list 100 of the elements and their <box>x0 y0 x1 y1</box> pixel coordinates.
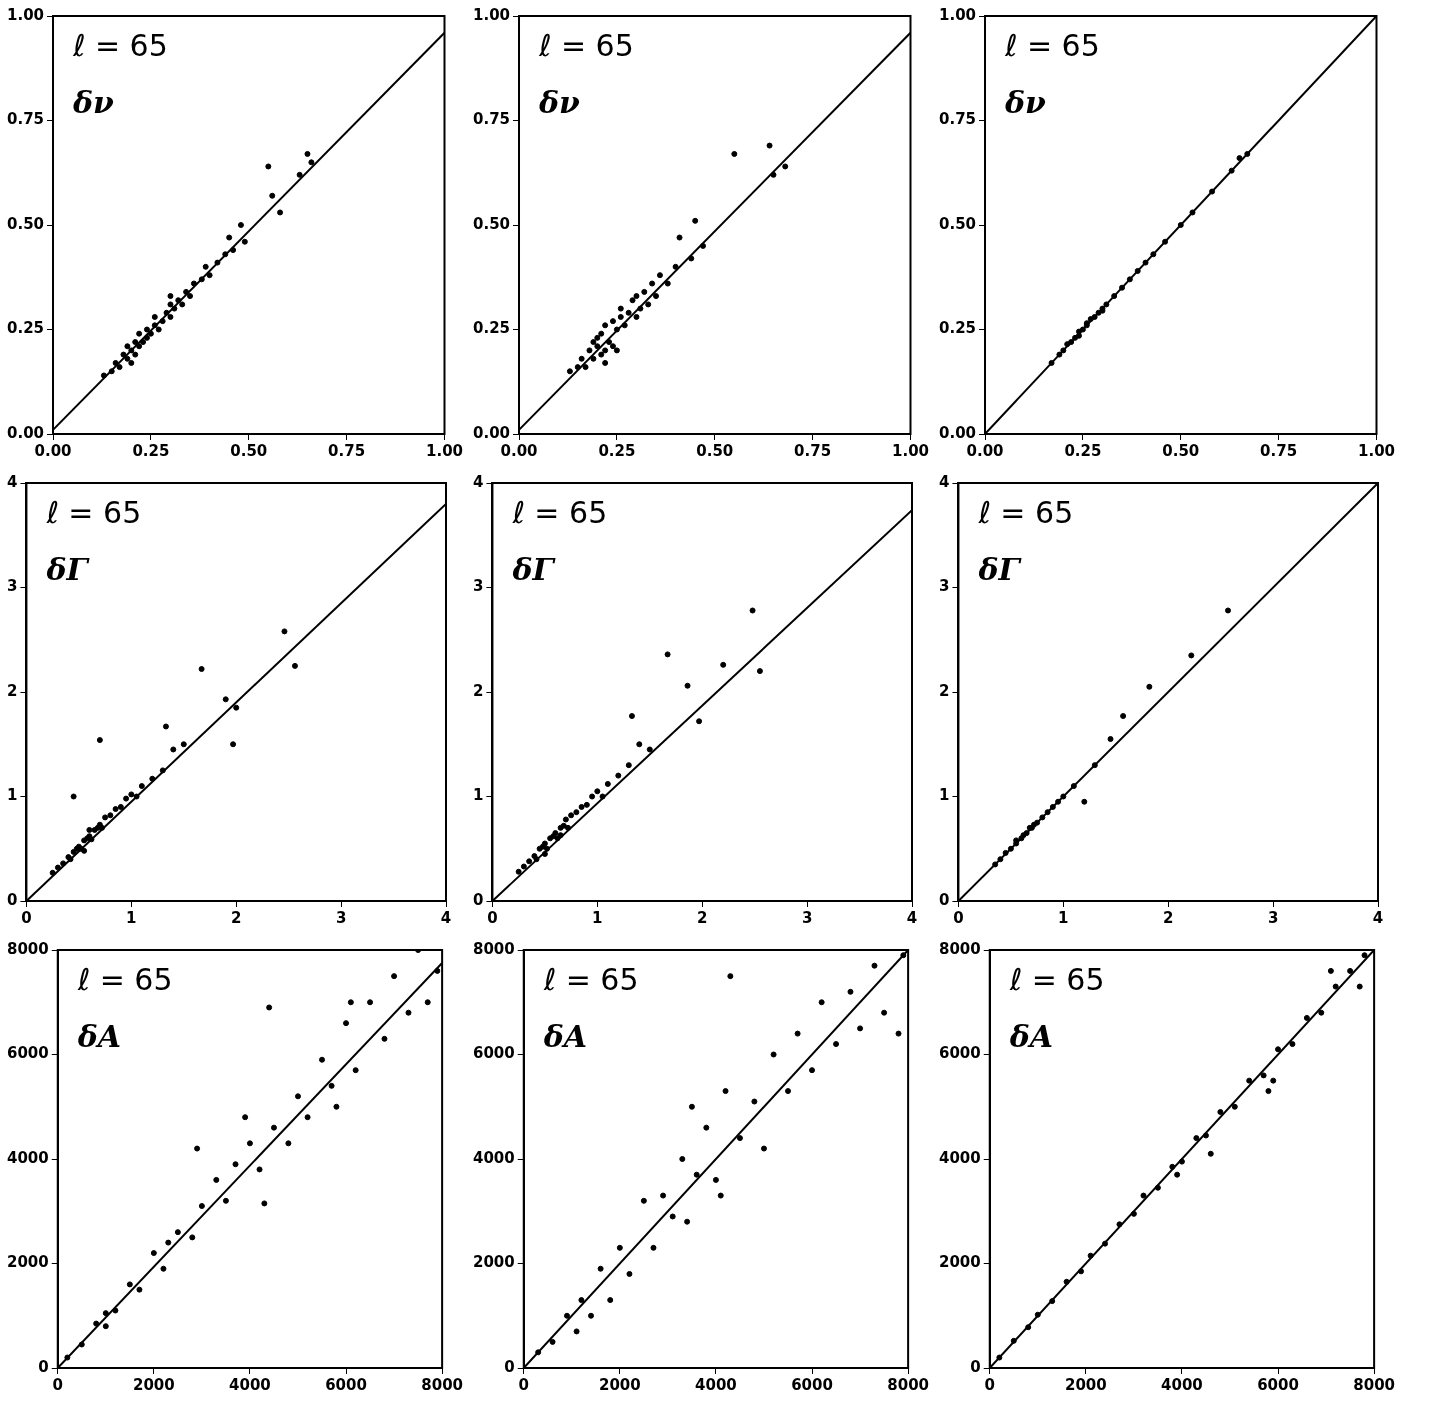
y-tick-label: 3 <box>7 577 18 596</box>
x-tick-label: 0.25 <box>598 441 636 460</box>
y-tick-label: 6000 <box>7 1044 49 1063</box>
annotation: δΓ <box>977 552 1023 587</box>
y-tick-label: 0.50 <box>938 214 977 233</box>
x-tick-label: 3 <box>801 908 813 927</box>
annotation: δA <box>542 1019 588 1054</box>
x-tick-label: 0.75 <box>794 441 832 460</box>
y-tick-label: 4000 <box>473 1148 515 1167</box>
y-tick-label: 1.00 <box>472 5 511 24</box>
y-tick-label: 0 <box>970 1357 981 1376</box>
x-tick-label: 0.00 <box>966 441 1004 460</box>
x-tick-label: 0.00 <box>500 441 538 460</box>
annotation: ℓ = 65 <box>542 962 639 997</box>
x-tick-label: 4 <box>1372 908 1384 927</box>
y-tick-label: 0 <box>504 1357 515 1376</box>
y-tick-label: 1 <box>473 786 484 805</box>
annotation: δΓ <box>511 552 557 587</box>
x-tick-label: 6000 <box>1257 1375 1299 1394</box>
x-tick-label: 0 <box>52 1375 63 1394</box>
x-tick-label: 0.50 <box>1162 441 1200 460</box>
y-tick-label: 8000 <box>939 939 981 958</box>
y-tick-label: 8000 <box>7 939 49 958</box>
annotation: ℓ = 65 <box>72 28 168 63</box>
x-tick-label: 2000 <box>598 1375 641 1394</box>
x-tick-label: 2 <box>231 908 242 927</box>
x-tick-label: 4000 <box>229 1375 271 1394</box>
y-tick-label: 0.25 <box>472 319 511 338</box>
y-tick-label: 1 <box>7 786 18 805</box>
x-tick-label: 1.00 <box>891 441 929 460</box>
annotation: δν <box>538 85 581 120</box>
annotation: δA <box>76 1019 122 1054</box>
y-tick-label: 1.00 <box>938 5 977 24</box>
y-tick-label: 2 <box>939 681 950 700</box>
x-tick-label: 1 <box>592 908 603 927</box>
x-tick-label: 0.50 <box>230 441 268 460</box>
x-tick-label: 8000 <box>421 1375 463 1394</box>
y-tick-label: 0 <box>7 890 18 909</box>
x-tick-label: 0.25 <box>1064 441 1102 460</box>
y-tick-label: 4000 <box>939 1148 981 1167</box>
y-tick-label: 2000 <box>939 1253 981 1272</box>
y-tick-label: 4 <box>7 472 18 491</box>
y-tick-label: 6000 <box>939 1044 981 1063</box>
x-tick-label: 3 <box>335 908 347 927</box>
y-tick-label: 6000 <box>473 1044 515 1063</box>
x-tick-label: 0.75 <box>1260 441 1298 460</box>
x-tick-label: 3 <box>1267 908 1279 927</box>
y-tick-label: 0.50 <box>472 214 511 233</box>
x-tick-label: 6000 <box>325 1375 367 1394</box>
y-tick-label: 4 <box>939 472 950 491</box>
y-tick-label: 4 <box>473 472 484 491</box>
annotation: δν <box>1004 85 1047 120</box>
x-tick-label: 0 <box>518 1375 529 1394</box>
x-tick-label: 2 <box>697 908 708 927</box>
y-tick-label: 0.50 <box>6 214 45 233</box>
x-tick-label: 1 <box>126 908 137 927</box>
x-tick-label: 4000 <box>695 1375 737 1394</box>
x-tick-label: 0 <box>984 1375 995 1394</box>
annotation: ℓ = 65 <box>511 495 608 530</box>
y-tick-label: 1.00 <box>6 5 45 24</box>
y-tick-label: 4000 <box>7 1148 49 1167</box>
y-tick-label: 3 <box>473 577 484 596</box>
y-tick-label: 0.00 <box>472 423 511 442</box>
annotation: ℓ = 65 <box>45 495 142 530</box>
x-tick-label: 4 <box>906 908 918 927</box>
y-tick-label: 0 <box>38 1357 49 1376</box>
x-tick-label: 1 <box>1058 908 1069 927</box>
x-tick-label: 0.75 <box>328 441 366 460</box>
x-tick-label: 2000 <box>132 1375 175 1394</box>
y-tick-label: 2 <box>473 681 484 700</box>
y-tick-label: 0.75 <box>938 110 977 129</box>
x-tick-label: 0.50 <box>696 441 734 460</box>
x-tick-label: 4000 <box>1161 1375 1203 1394</box>
x-tick-label: 2 <box>1163 908 1174 927</box>
annotation: ℓ = 65 <box>977 495 1074 530</box>
y-tick-label: 8000 <box>473 939 515 958</box>
x-tick-label: 6000 <box>791 1375 833 1394</box>
x-tick-label: 2000 <box>1064 1375 1107 1394</box>
x-tick-label: 1.00 <box>425 441 463 460</box>
x-tick-label: 1.00 <box>1357 441 1395 460</box>
x-tick-label: 8000 <box>1353 1375 1395 1394</box>
annotation: ℓ = 65 <box>538 28 634 63</box>
annotation: ℓ = 65 <box>76 962 173 997</box>
y-tick-label: 1 <box>939 786 950 805</box>
y-tick-label: 0.75 <box>6 110 45 129</box>
annotation: δν <box>72 85 115 120</box>
annotation: δA <box>1008 1019 1054 1054</box>
y-tick-label: 0 <box>473 890 484 909</box>
y-tick-label: 2000 <box>473 1253 515 1272</box>
y-tick-label: 0.75 <box>472 110 511 129</box>
x-tick-label: 0.00 <box>34 441 72 460</box>
annotation: ℓ = 65 <box>1004 28 1100 63</box>
x-tick-label: 4 <box>440 908 452 927</box>
y-tick-label: 0.25 <box>6 319 45 338</box>
y-tick-label: 0.25 <box>938 319 977 338</box>
annotation: ℓ = 65 <box>1008 962 1105 997</box>
y-tick-label: 0.00 <box>6 423 45 442</box>
annotation: δΓ <box>45 552 91 587</box>
y-tick-label: 0 <box>939 890 950 909</box>
y-tick-label: 3 <box>939 577 950 596</box>
